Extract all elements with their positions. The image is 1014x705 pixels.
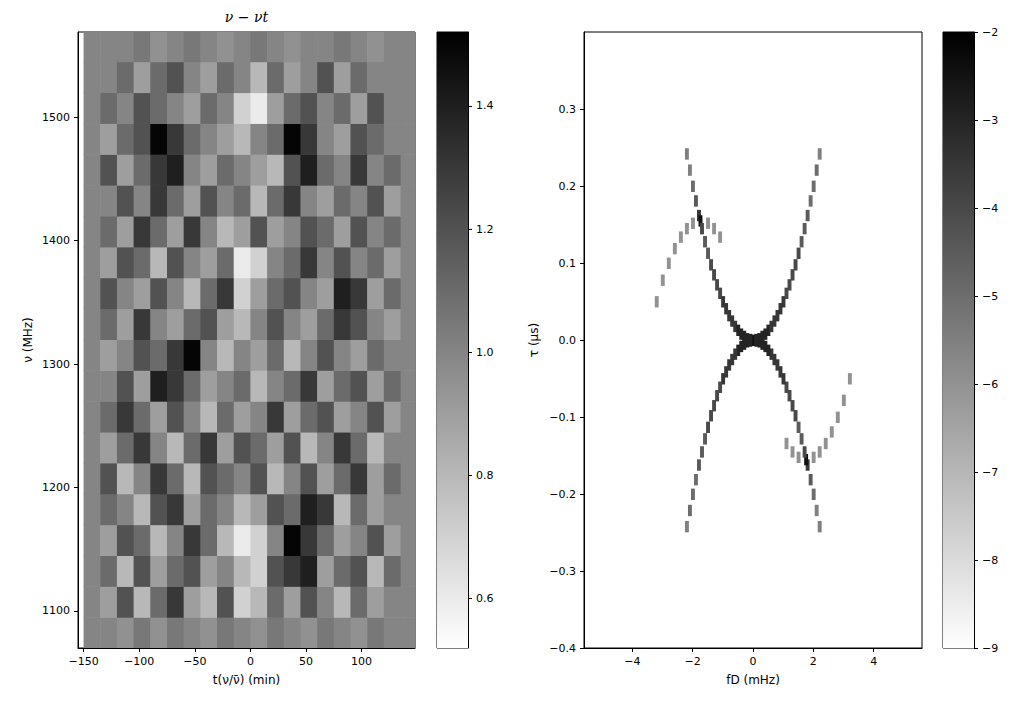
svg-text:−150: −150 — [68, 655, 98, 668]
svg-text:0.8: 0.8 — [476, 469, 494, 482]
svg-text:−6: −6 — [982, 378, 998, 391]
svg-text:0: 0 — [247, 655, 254, 668]
svg-text:−0.4: −0.4 — [549, 642, 576, 655]
svg-text:1.0: 1.0 — [476, 346, 494, 359]
svg-text:0.6: 0.6 — [476, 592, 494, 605]
svg-text:1.2: 1.2 — [476, 223, 494, 236]
svg-text:1100: 1100 — [42, 604, 70, 617]
svg-text:0.2: 0.2 — [559, 180, 577, 193]
svg-text:0.0: 0.0 — [559, 334, 577, 347]
svg-text:1400: 1400 — [42, 234, 70, 247]
svg-text:−0.1: −0.1 — [549, 411, 576, 424]
svg-text:−0.2: −0.2 — [549, 488, 576, 501]
svg-text:−0.3: −0.3 — [549, 565, 576, 578]
svg-text:2: 2 — [810, 655, 817, 668]
svg-text:−8: −8 — [982, 554, 998, 567]
svg-text:0: 0 — [750, 655, 757, 668]
svg-text:50: 50 — [299, 655, 313, 668]
svg-text:−2: −2 — [685, 655, 701, 668]
svg-text:−4: −4 — [982, 202, 998, 215]
svg-text:−9: −9 — [982, 642, 998, 655]
svg-text:ν − νt: ν − νt — [225, 9, 269, 25]
svg-text:−7: −7 — [982, 466, 998, 479]
svg-text:1300: 1300 — [42, 358, 70, 371]
svg-text:1500: 1500 — [42, 111, 70, 124]
svg-text:100: 100 — [351, 655, 372, 668]
svg-text:τ (µs): τ (µs) — [527, 323, 541, 357]
svg-text:0.1: 0.1 — [559, 257, 577, 270]
svg-text:1.4: 1.4 — [476, 99, 494, 112]
svg-text:−50: −50 — [183, 655, 206, 668]
svg-text:−5: −5 — [982, 290, 998, 303]
svg-text:0.3: 0.3 — [559, 103, 577, 116]
svg-text:−3: −3 — [982, 114, 998, 127]
svg-text:1200: 1200 — [42, 481, 70, 494]
svg-text:−4: −4 — [624, 655, 640, 668]
svg-text:fD (mHz): fD (mHz) — [726, 673, 780, 687]
svg-text:−2: −2 — [982, 26, 998, 39]
svg-text:ν (MHz): ν (MHz) — [21, 317, 35, 363]
svg-text:−100: −100 — [124, 655, 154, 668]
svg-text:t(ν/ν̄) (min): t(ν/ν̄) (min) — [213, 673, 280, 687]
svg-text:4: 4 — [870, 655, 877, 668]
